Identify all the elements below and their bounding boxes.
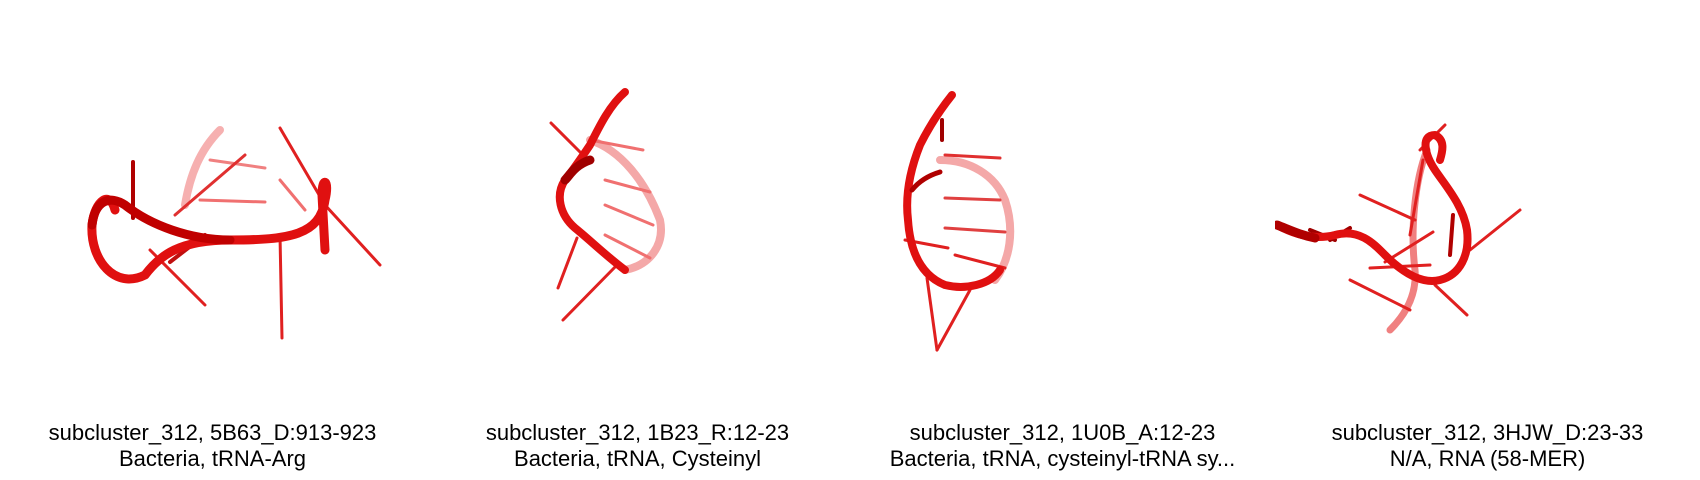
structure-subtitle-3: Bacteria, tRNA, cysteinyl-tRNA sy... xyxy=(889,446,1236,471)
structure-subtitle-1: Bacteria, tRNA-Arg xyxy=(118,446,307,471)
structure-subtitle-4: N/A, RNA (58-MER) xyxy=(1389,446,1586,471)
structure-caption-1: subcluster_312, 5B63_D:913-923 Bacteria,… xyxy=(0,420,425,472)
structure-caption-4: subcluster_312, 3HJW_D:23-33 N/A, RNA (5… xyxy=(1275,420,1700,472)
structure-panel-4: subcluster_312, 3HJW_D:23-33 N/A, RNA (5… xyxy=(1275,0,1700,480)
rna-structure-image-3 xyxy=(903,91,1015,352)
structure-title-1: subcluster_312, 5B63_D:913-923 xyxy=(48,420,377,445)
structure-title-2: subcluster_312, 1B23_R:12-23 xyxy=(485,420,790,445)
structure-panel-3: subcluster_312, 1U0B_A:12-23 Bacteria, t… xyxy=(850,0,1275,480)
structure-title-4: subcluster_312, 3HJW_D:23-33 xyxy=(1331,420,1644,445)
structure-subtitle-2: Bacteria, tRNA, Cysteinyl xyxy=(514,446,761,471)
structure-panel-1: subcluster_312, 5B63_D:913-923 Bacteria,… xyxy=(0,0,425,480)
rna-structure-image-1 xyxy=(87,126,382,340)
structure-title-3: subcluster_312, 1U0B_A:12-23 xyxy=(909,420,1216,445)
rna-structure-image-2 xyxy=(549,88,665,322)
structure-caption-3: subcluster_312, 1U0B_A:12-23 Bacteria, t… xyxy=(850,420,1275,472)
structure-caption-2: subcluster_312, 1B23_R:12-23 Bacteria, t… xyxy=(425,420,850,472)
structure-panel-2: subcluster_312, 1B23_R:12-23 Bacteria, t… xyxy=(425,0,850,480)
rna-structure-image-4 xyxy=(1275,123,1522,334)
